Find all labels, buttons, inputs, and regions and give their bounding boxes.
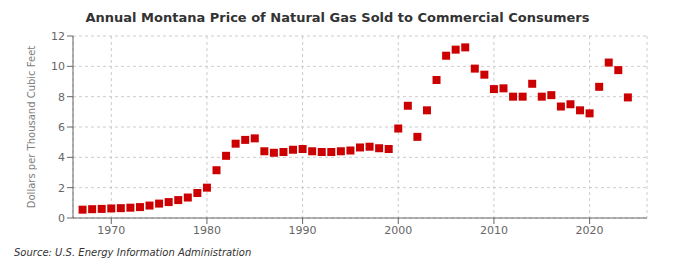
svg-text:10: 10	[51, 60, 65, 73]
html-text:Source: U.S. Energy Informatio: Source: U.S. Energy Information Administ…	[14, 247, 252, 258]
svg-text:2000: 2000	[384, 224, 412, 237]
svg-text:8: 8	[58, 91, 65, 104]
svg-text:Dollars per Thousand Cubic Fee: Dollars per Thousand Cubic Feet	[26, 46, 37, 209]
html-text:Annual Montana Price of Natura: Annual Montana Price of Natural Gas Sold…	[85, 10, 590, 25]
svg-text:4: 4	[58, 151, 65, 164]
svg-text:12: 12	[51, 30, 65, 43]
svg-text:0: 0	[58, 212, 65, 225]
svg-text:6: 6	[58, 121, 65, 134]
svg-text:1970: 1970	[97, 224, 125, 237]
svg-text:2: 2	[58, 182, 65, 195]
svg-text:1980: 1980	[193, 224, 221, 237]
svg-text:2020: 2020	[576, 224, 604, 237]
svg-text:2010: 2010	[480, 224, 508, 237]
svg-text:1990: 1990	[289, 224, 317, 237]
